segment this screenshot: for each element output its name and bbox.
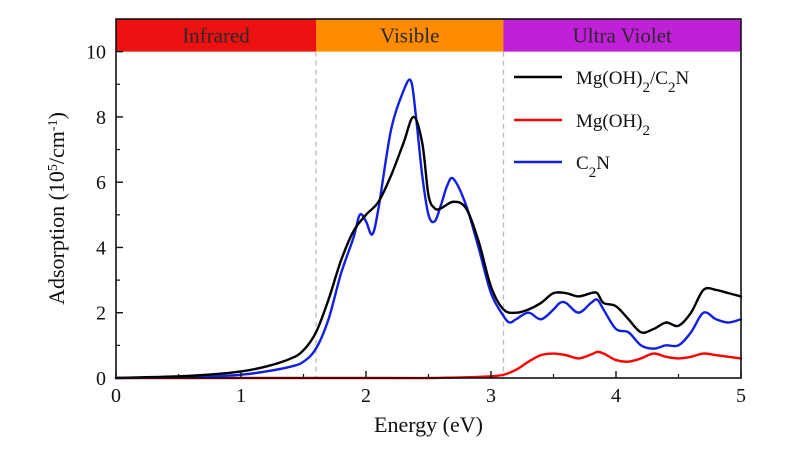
y-tick-label: 0	[96, 368, 106, 390]
x-tick-label: 4	[611, 385, 621, 407]
band-visible	[316, 19, 504, 52]
series-line-c2n	[114, 78, 743, 380]
x-tick-label: 5	[736, 385, 746, 407]
band-ultra-violet	[503, 19, 741, 52]
x-axis-title: Energy (eV)	[374, 412, 483, 437]
band-label-visible: Visible	[380, 23, 439, 47]
y-axis-title: Adsorption (105/cm-1)	[44, 112, 69, 305]
legend-text-part: N	[675, 68, 689, 89]
band-label-infrared: Infrared	[182, 23, 250, 47]
legend-subscript: 2	[643, 123, 651, 139]
legend-subscript: 2	[643, 80, 651, 96]
legend-subscript: 2	[668, 80, 676, 96]
y-tick-label: 4	[96, 237, 106, 259]
y-tick-label: 6	[96, 172, 106, 194]
legend-text-part: C	[576, 153, 589, 174]
axis-ticks: 0 1 2 3 4 5 0 2 4 6 8 10	[86, 42, 746, 407]
legend-label: C2N	[576, 153, 610, 181]
band-label-ultra-violet: Ultra Violet	[573, 23, 672, 47]
spectrum-bands: Infrared Visible Ultra Violet	[116, 19, 741, 52]
x-tick-label: 2	[361, 385, 371, 407]
x-tick-label: 3	[486, 385, 496, 407]
legend-text-part: /C	[650, 68, 668, 89]
y-axis-title-main: Adsorption (10	[44, 171, 69, 305]
legend-text-part: Mg(OH)	[576, 68, 643, 89]
y-tick-label: 8	[96, 107, 106, 129]
legend-entry: C2N	[514, 153, 610, 181]
y-axis-title-sup1: 5	[46, 164, 61, 171]
legend-entry: Mg(OH)2/C2N	[514, 68, 689, 96]
legend-text-part: N	[596, 153, 610, 174]
y-axis-title-mid: /cm	[44, 131, 69, 164]
x-tick-label: 1	[236, 385, 246, 407]
legend-entry: Mg(OH)2	[514, 111, 650, 139]
y-tick-label: 10	[86, 42, 106, 64]
y-axis-title-end: )	[44, 112, 69, 119]
y-tick-label: 2	[96, 303, 106, 325]
legend-text-part: Mg(OH)	[576, 111, 643, 132]
series-line-mg-oh-2-c2n	[114, 115, 743, 380]
legend-label: Mg(OH)2	[576, 111, 650, 139]
legend-subscript: 2	[589, 165, 597, 181]
x-tick-label: 0	[111, 385, 121, 407]
y-axis-title-sup2: -1	[46, 119, 61, 131]
band-dividers	[315, 51, 505, 378]
band-infrared	[116, 19, 316, 52]
legend-label: Mg(OH)2/C2N	[576, 68, 689, 96]
